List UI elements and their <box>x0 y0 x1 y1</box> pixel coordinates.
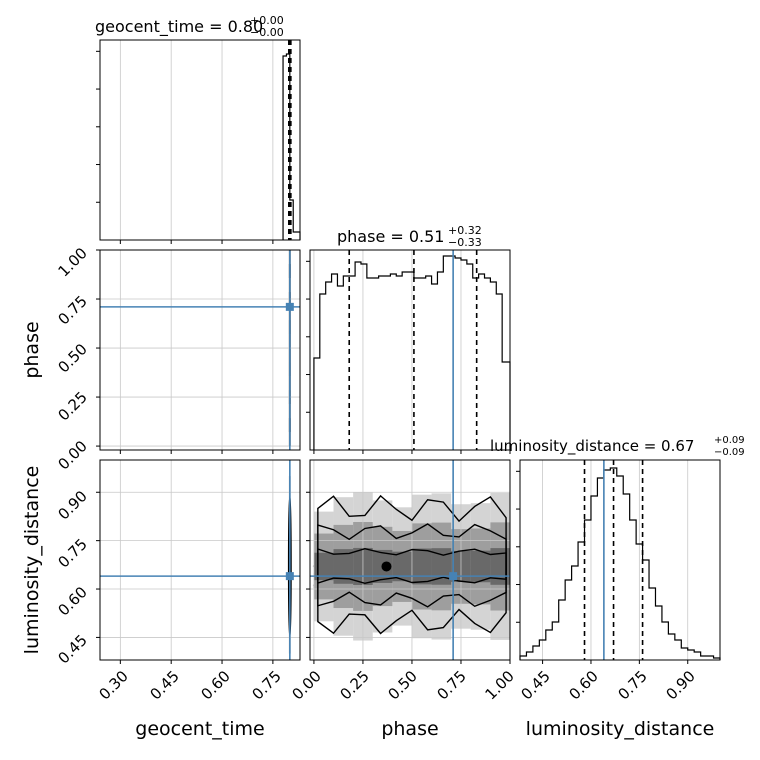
frame-layer <box>96 39 721 664</box>
x-axis-label-geocent-time: geocent_time <box>135 718 264 740</box>
tick-label: 0.00 <box>54 437 90 473</box>
x-axis-label-luminosity-distance: luminosity_distance <box>526 718 715 740</box>
tick-label: 0.75 <box>614 667 650 703</box>
tick-label: 0.75 <box>433 667 469 703</box>
y-axis-label-luminosity-distance: luminosity_distance <box>21 466 43 655</box>
tick-label: 0.25 <box>54 388 90 424</box>
tick-label: 0.50 <box>384 667 420 703</box>
tick-label: 0.60 <box>197 667 233 703</box>
tick-label: 0.30 <box>95 667 131 703</box>
tick-label: 0.00 <box>288 667 324 703</box>
panel-frame <box>99 249 301 451</box>
x-axis-label-phase: phase <box>381 718 438 740</box>
tick-label: 0.45 <box>146 667 182 703</box>
panel-frame <box>99 39 301 241</box>
title-phase: phase = 0.51 <box>337 227 444 246</box>
title-phase-minus: −0.33 <box>448 236 482 249</box>
y-axis-label-phase: phase <box>21 321 43 378</box>
density-cell <box>333 549 354 584</box>
contour <box>317 494 507 635</box>
histogram-geocent_time <box>282 53 301 240</box>
tick-label: 0.60 <box>565 667 601 703</box>
panel-frame <box>519 459 721 661</box>
tick-label: 0.45 <box>54 631 90 667</box>
histogram-layer <box>282 40 721 660</box>
truth-marker <box>449 572 458 581</box>
title-geocent-time-plus: +0.00 <box>250 14 284 27</box>
title-luminosity-distance-minus: −0.09 <box>714 447 745 458</box>
panel-frame <box>309 459 511 661</box>
tick-label: 0.60 <box>54 583 90 619</box>
density-cell <box>392 551 412 582</box>
tick-label: 0.75 <box>54 535 90 571</box>
contour <box>317 523 507 608</box>
density-cell <box>411 548 432 585</box>
tick-label: 0.50 <box>54 340 90 376</box>
panel-frame <box>99 459 301 661</box>
density-peak <box>381 561 392 572</box>
density-cell <box>313 552 334 581</box>
tick-label: 0.25 <box>336 667 372 703</box>
tick-label: 0.45 <box>517 667 553 703</box>
contour <box>317 548 507 584</box>
title-phase-plus: +0.32 <box>448 224 482 237</box>
title-geocent-time: geocent_time = 0.80 <box>95 17 263 37</box>
tick-label: 1.00 <box>54 244 90 280</box>
title-luminosity-distance-plus: +0.09 <box>714 435 745 446</box>
truth-marker <box>285 302 294 311</box>
density-cell <box>470 550 491 583</box>
histogram-phase <box>313 255 511 450</box>
panel-frame <box>309 249 511 451</box>
truth-marker <box>285 572 294 581</box>
title-luminosity-distance: luminosity_distance = 0.67 <box>490 437 694 456</box>
histogram-luminosity_distance <box>519 467 721 660</box>
tick-label: 0.90 <box>54 487 90 523</box>
tick-label: 1.00 <box>481 667 517 703</box>
truth-layer <box>100 250 605 660</box>
tick-label: 0.90 <box>662 667 698 703</box>
tick-label: 0.75 <box>54 292 90 328</box>
tick-label: 0.75 <box>248 667 284 703</box>
title-geocent-time-minus: −0.00 <box>250 26 284 39</box>
density-layer <box>288 250 511 654</box>
